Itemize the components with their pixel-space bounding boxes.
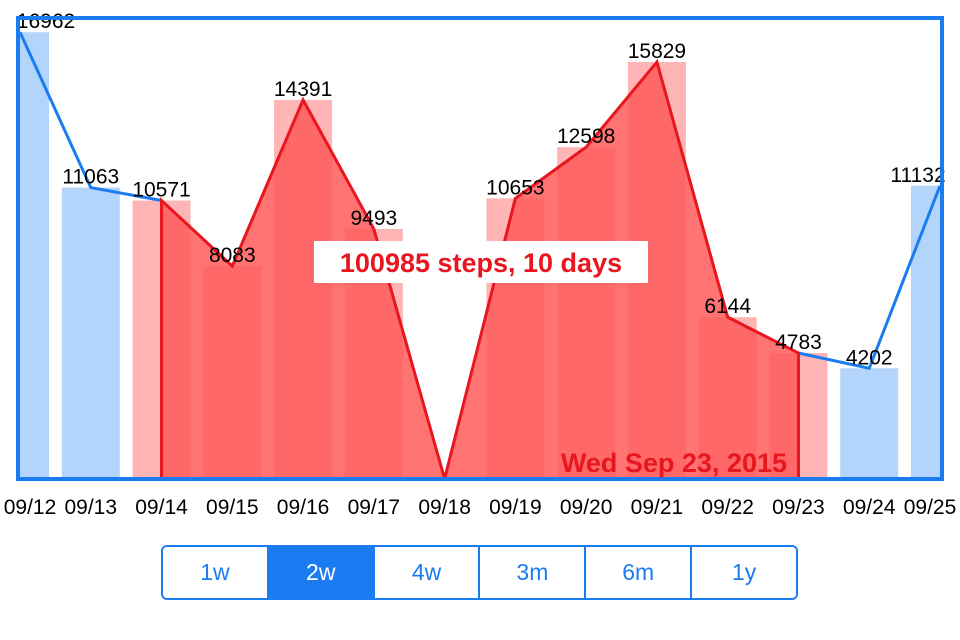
value-label-09/25: 11132 — [890, 164, 945, 187]
range-option-2w[interactable]: 2w — [266, 547, 373, 598]
x-tick-09/21: 09/21 — [631, 496, 684, 519]
value-label-09/13: 11063 — [62, 166, 119, 189]
series-line-selected — [160, 58, 800, 479]
value-label-09/16: 14391 — [274, 78, 332, 101]
step-chart: 16962 11063 10571 8083 14391 9493 10653 12598 15… — [4, 10, 957, 519]
range-segmented-control: 1w 2w 4w 3m 6m 1y — [161, 545, 798, 600]
bar-09/13 — [61, 187, 120, 479]
selected-range-area — [161, 62, 799, 479]
value-label-09/14: 10571 — [132, 179, 190, 202]
plot-area — [20, 31, 940, 479]
summary-box — [314, 241, 648, 283]
value-label-09/23: 4783 — [775, 331, 822, 354]
x-tick-09/22: 09/22 — [701, 496, 754, 519]
x-tick-09/23: 09/23 — [772, 496, 825, 519]
value-label-09/22: 6144 — [704, 295, 751, 318]
value-label-09/24: 4202 — [846, 346, 893, 369]
x-tick-09/25: 09/25 — [904, 496, 957, 519]
x-tick-09/15: 09/15 — [206, 496, 259, 519]
x-tick-09/18: 09/18 — [418, 496, 471, 519]
value-label-09/19: 10653 — [486, 176, 544, 199]
series-line-before — [20, 31, 162, 203]
value-label-09/12: 16962 — [17, 10, 75, 33]
value-label-09/17: 9493 — [350, 207, 397, 230]
bar-09/12 — [20, 32, 49, 479]
summary-text: 100985 steps, 10 days — [340, 248, 622, 278]
range-option-3m[interactable]: 3m — [478, 547, 585, 598]
x-tick-09/20: 09/20 — [560, 496, 613, 519]
x-tick-09/13: 09/13 — [64, 496, 117, 519]
range-option-1w[interactable]: 1w — [163, 547, 267, 598]
x-tick-09/14: 09/14 — [135, 496, 188, 519]
x-tick-09/17: 09/17 — [348, 496, 401, 519]
x-tick-09/16: 09/16 — [277, 496, 330, 519]
value-label-09/20: 12598 — [557, 125, 615, 148]
x-tick-09/19: 09/19 — [489, 496, 542, 519]
bar-09/24 — [840, 368, 899, 479]
range-option-6m[interactable]: 6m — [584, 547, 691, 598]
value-label-09/15: 8083 — [209, 244, 256, 267]
selected-date: Wed Sep 23, 2015 — [561, 448, 787, 478]
series-line-after — [798, 185, 940, 371]
range-option-1y[interactable]: 1y — [690, 547, 796, 598]
x-tick-09/24: 09/24 — [843, 496, 896, 519]
value-label-09/21: 15829 — [628, 40, 686, 63]
chart-frame — [16, 16, 944, 481]
bar-09/25 — [911, 185, 940, 479]
x-tick-09/12: 09/12 — [4, 496, 57, 519]
range-option-4w[interactable]: 4w — [372, 547, 479, 598]
